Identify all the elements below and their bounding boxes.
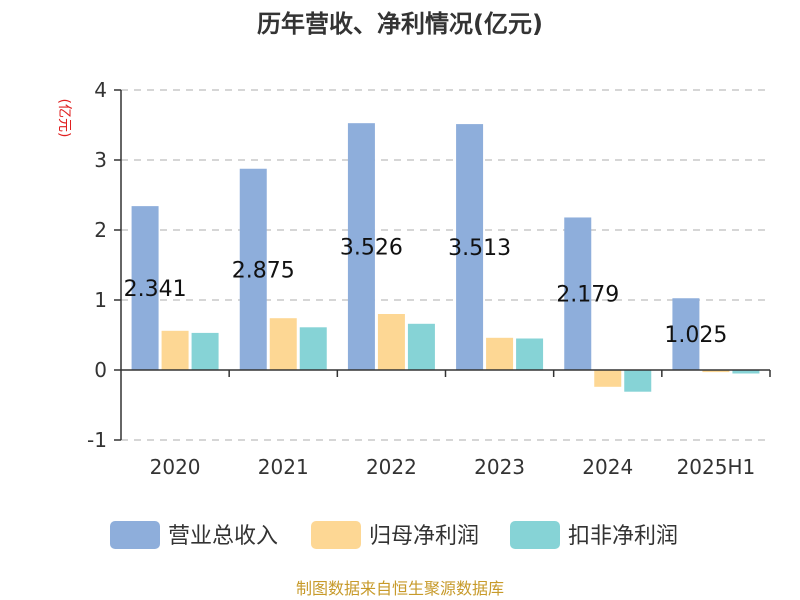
x-tick-label: 2025H1: [677, 455, 756, 479]
bar-deducted-profit: [516, 338, 544, 370]
legend-swatch: [510, 521, 560, 549]
data-label-revenue: 3.513: [448, 236, 511, 261]
x-tick-label: 2022: [366, 455, 417, 479]
bar-revenue: [672, 298, 700, 370]
legend[interactable]: 营业总收入 归母净利润 扣非净利润: [110, 521, 678, 549]
legend-item-revenue[interactable]: 营业总收入: [110, 521, 278, 549]
y-tick-label: 0: [94, 358, 107, 382]
bar-net-profit: [702, 370, 730, 373]
legend-item-net-profit[interactable]: 归母净利润: [311, 521, 479, 549]
y-tick-label: 4: [94, 78, 107, 102]
x-tick-label: 2023: [474, 455, 525, 479]
legend-label: 营业总收入: [168, 524, 278, 549]
data-labels: 2.341 2.875 3.526 3.513 2.179 1.025: [124, 236, 728, 349]
data-label-revenue: 3.526: [340, 236, 403, 261]
legend-label: 归母净利润: [369, 524, 479, 549]
y-tick-label: -1: [87, 428, 107, 452]
legend-swatch: [110, 521, 160, 549]
data-label-revenue: 2.875: [232, 258, 295, 283]
bars: [131, 123, 760, 392]
bar-deducted-profit: [191, 332, 219, 370]
y-tick-label: 2: [94, 218, 107, 242]
bar-deducted-profit: [732, 370, 760, 374]
x-tick-label: 2020: [150, 455, 201, 479]
bar-revenue: [456, 124, 484, 370]
bar-deducted-profit: [299, 327, 327, 370]
bar-revenue: [347, 123, 375, 371]
x-tick-label: 2024: [582, 455, 633, 479]
bar-revenue: [564, 217, 592, 370]
data-label-revenue: 1.025: [664, 323, 727, 348]
source-note: 制图数据来自恒生聚源数据库: [296, 579, 504, 598]
bar-deducted-profit: [624, 370, 652, 392]
chart-title: 历年营收、净利情况(亿元): [257, 10, 543, 38]
axes: -1 0 1 2 3 4 2020 2021 2022 2023 2024 2025H1: [87, 78, 771, 479]
y-tick-label: 1: [94, 288, 107, 312]
x-tick-label: 2021: [258, 455, 309, 479]
bar-net-profit: [161, 330, 189, 370]
bar-revenue: [131, 206, 159, 370]
bar-revenue: [239, 168, 267, 370]
data-label-revenue: 2.341: [124, 277, 187, 302]
bar-net-profit: [269, 318, 297, 370]
bar-net-profit: [486, 337, 514, 370]
bar-net-profit: [377, 314, 405, 370]
bar-net-profit: [594, 370, 622, 387]
grid-lines: [121, 89, 770, 441]
legend-label: 扣非净利润: [568, 524, 678, 549]
bar-deducted-profit: [407, 323, 435, 370]
y-axis-label: (亿元): [56, 99, 72, 138]
y-tick-label: 3: [94, 148, 107, 172]
legend-swatch: [311, 521, 361, 549]
legend-item-deducted-profit[interactable]: 扣非净利润: [510, 521, 678, 549]
data-label-revenue: 2.179: [556, 283, 619, 308]
